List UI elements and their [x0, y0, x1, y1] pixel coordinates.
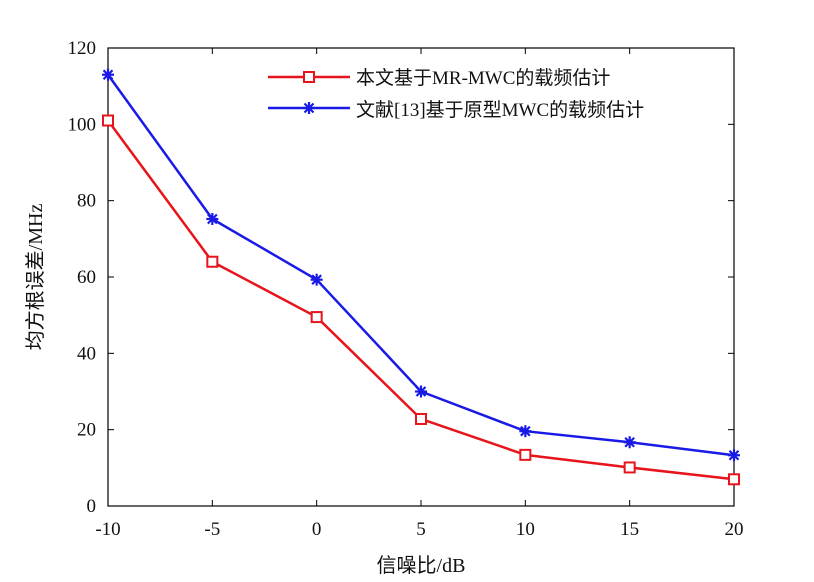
- y-axis-label: 均方根误差/MHz: [24, 204, 47, 351]
- x-tick-label: 20: [725, 519, 744, 540]
- data-point-series-1: [206, 255, 219, 268]
- x-tick-label: -10: [95, 519, 120, 540]
- data-point-series-1: [310, 311, 323, 324]
- data-point-series-1: [519, 448, 532, 461]
- legend-label-series-2: 文献[13]基于原型MWC的载频估计: [356, 99, 644, 121]
- data-point-series-1: [102, 114, 114, 127]
- y-tick-label: 20: [77, 420, 96, 441]
- data-point-series-1: [728, 473, 740, 486]
- data-point-series-2: [415, 385, 427, 398]
- y-tick-label: 0: [87, 496, 97, 517]
- data-point-series-2: [728, 449, 740, 462]
- axis-ticks: -10 -5 0 5 10 15 20 0 20 40 60 80 100 120: [68, 38, 744, 540]
- data-point-series-2: [102, 68, 114, 81]
- data-point-series-2: [206, 212, 219, 225]
- y-tick-label: 120: [68, 38, 97, 59]
- data-point-series-2: [623, 436, 636, 449]
- series-layer: [102, 68, 740, 486]
- y-tick-label: 60: [77, 267, 96, 288]
- x-tick-label: -5: [204, 519, 220, 540]
- x-axis-label: 信噪比/dB: [377, 554, 466, 577]
- legend-label-series-1: 本文基于MR-MWC的载频估计: [356, 67, 610, 89]
- x-tick-label: 5: [416, 519, 426, 540]
- x-tick-label: 10: [516, 519, 535, 540]
- legend-marker-series-1: [303, 71, 315, 83]
- y-tick-label: 40: [77, 343, 96, 364]
- legend-marker-series-2: [303, 102, 315, 114]
- data-point-series-2: [310, 273, 323, 286]
- legend-box: [262, 60, 724, 128]
- y-tick-label: 100: [68, 114, 97, 135]
- x-tick-label: 15: [620, 519, 639, 540]
- x-tick-label: 0: [312, 519, 322, 540]
- data-point-series-2: [519, 425, 532, 438]
- data-point-series-1: [415, 412, 427, 425]
- y-tick-label: 80: [77, 191, 96, 212]
- data-point-series-1: [623, 461, 636, 474]
- legend: 本文基于MR-MWC的载频估计 文献[13]基于原型MWC的载频估计: [262, 60, 724, 128]
